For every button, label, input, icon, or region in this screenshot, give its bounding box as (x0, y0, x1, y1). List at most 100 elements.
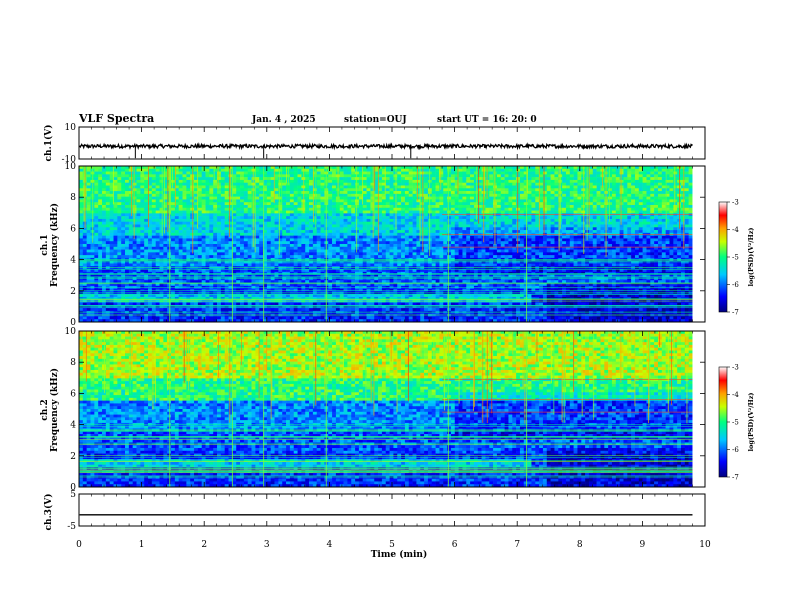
ch1-spectrogram-cell (405, 233, 409, 236)
ch1-spectrogram-cell (344, 216, 348, 219)
ch1-spectrogram-cell (566, 199, 570, 202)
ch1-spectrogram-cell (635, 219, 639, 222)
ch1-spectrogram-cell (298, 213, 302, 216)
ch1-spectrogram-cell (313, 233, 317, 236)
ch1-spectrogram-cell (489, 211, 493, 214)
ch1-spectrogram-cell (447, 194, 451, 197)
ch1-spectrogram-cell (654, 197, 658, 200)
ch1-spectrogram-cell (669, 174, 673, 177)
ch1-spectrogram-cell (94, 211, 98, 214)
ch1-spectrogram-cell (390, 202, 394, 205)
ch1-spectrogram-cell (635, 194, 639, 197)
ch1-spectrogram-cell (654, 186, 658, 189)
ch1-spectrogram-cell (466, 186, 470, 189)
ch1-spectrogram-cell (114, 186, 118, 189)
ch1-spectrogram-cell (520, 186, 524, 189)
ch1-spectrogram-cell (175, 213, 179, 216)
ch1-spectrogram-cell (140, 194, 144, 197)
ch1-spectrogram-cell (593, 199, 597, 202)
ch1-spectrogram-cell (298, 225, 302, 228)
ch1-spectrogram-cell (244, 205, 248, 208)
ch1-spectrogram-cell (290, 202, 294, 205)
ch1-spectrogram-cell (102, 197, 106, 200)
ch1-spectrogram-cell (236, 219, 240, 222)
ch1-spectrogram-cell (309, 208, 313, 211)
ch1-spectrogram-cell (171, 211, 175, 214)
ch1-spectrogram-cell (531, 219, 535, 222)
ch1-spectrogram-cell (114, 202, 118, 205)
ch1-spectrogram-cell (255, 238, 259, 241)
ch1-spectrogram-cell (639, 208, 643, 211)
ch1-spectrogram-cell (294, 172, 298, 175)
ch1-spectrogram-cell (616, 225, 620, 228)
ch1-spectrogram-cell (597, 225, 601, 228)
ch1-spectrogram-cell (436, 213, 440, 216)
ch1-spectrogram-cell (186, 197, 190, 200)
ch1-spectrogram-cell (248, 236, 252, 239)
ch1-spectrogram-cell (217, 211, 221, 214)
ch1-spectrogram-cell (455, 230, 459, 233)
ch1-spectrogram-cell (98, 183, 102, 186)
ch1-spectrogram-cell (608, 208, 612, 211)
ch1-spectrogram-cell (382, 216, 386, 219)
ch1-spectrogram-cell (301, 213, 305, 216)
ch1-spectrogram-cell (459, 219, 463, 222)
ch1-spectrogram-cell (535, 230, 539, 233)
ch1-spectrogram-cell (574, 236, 578, 239)
ch1-spectrogram-cell (405, 236, 409, 239)
ch1-spectrogram-cell (462, 180, 466, 183)
ch1-spectrogram-cell (390, 216, 394, 219)
ch1-spectrogram-cell (298, 230, 302, 233)
ch1-spectrogram-cell (432, 216, 436, 219)
ch1-spectrogram-cell (305, 169, 309, 172)
ch1-spectrogram-cell (662, 208, 666, 211)
ch1-spectrogram-cell (666, 236, 670, 239)
ch1-spectrogram-cell (589, 219, 593, 222)
ch1-spectrogram-cell (363, 211, 367, 214)
ch1-spectrogram-cell (83, 236, 87, 239)
ch1-spectrogram-cell (221, 169, 225, 172)
ch1-spectrogram-cell (217, 174, 221, 177)
ch1-spectrogram-cell (397, 177, 401, 180)
ch1-spectrogram-cell (520, 191, 524, 194)
ch1-spectrogram-cell (125, 172, 129, 175)
ch1-spectrogram-cell (225, 230, 229, 233)
ch1-spectrogram-cell (439, 222, 443, 225)
ch1-spectrogram-cell (106, 188, 110, 191)
ch1-spectrogram-cell (512, 177, 516, 180)
ch1-spectrogram-cell (175, 216, 179, 219)
ch1-spectrogram-cell (654, 211, 658, 214)
ch1-spectrogram-cell (462, 208, 466, 211)
ch1-spectrogram-cell (631, 199, 635, 202)
ch1-spectrogram-cell (163, 216, 167, 219)
ch1-spectrogram-cell (562, 197, 566, 200)
ch1-spectrogram-cell (543, 202, 547, 205)
ch1-spectrogram-cell (547, 230, 551, 233)
ch1-spectrogram-cell (551, 202, 555, 205)
ch1-spectrogram-cell (462, 216, 466, 219)
ch1-spectrogram-cell (106, 191, 110, 194)
ch1-spectrogram-cell (439, 213, 443, 216)
ch1-spectrogram-cell (213, 197, 217, 200)
ch1-spectrogram-cell (554, 216, 558, 219)
ch1-spectrogram-cell (374, 227, 378, 230)
ch1-spectrogram-cell (359, 208, 363, 211)
ch1-spectrogram-cell (639, 174, 643, 177)
ch1-spectrogram-cell (589, 213, 593, 216)
ch1-spectrogram-cell (562, 202, 566, 205)
ch1-spectrogram-cell (286, 208, 290, 211)
ch1-spectrogram-cell (616, 172, 620, 175)
ch1-spectrogram-cell (436, 233, 440, 236)
ch1-spectrogram-cell (420, 183, 424, 186)
ch1-spectrogram-cell (685, 225, 689, 228)
ch1-spectrogram-cell (597, 205, 601, 208)
ch1-spectrogram-cell (340, 194, 344, 197)
ch1-spectrogram-cell (321, 216, 325, 219)
ch1-spectrogram-cell (554, 177, 558, 180)
ch1-spectrogram-cell (535, 222, 539, 225)
ch1-spectrogram-cell (367, 219, 371, 222)
ch1-spectrogram-cell (152, 238, 156, 241)
ch1-spectrogram-cell (190, 194, 194, 197)
ch1-spectrogram-cell (94, 227, 98, 230)
ch1-spectrogram-cell (382, 222, 386, 225)
